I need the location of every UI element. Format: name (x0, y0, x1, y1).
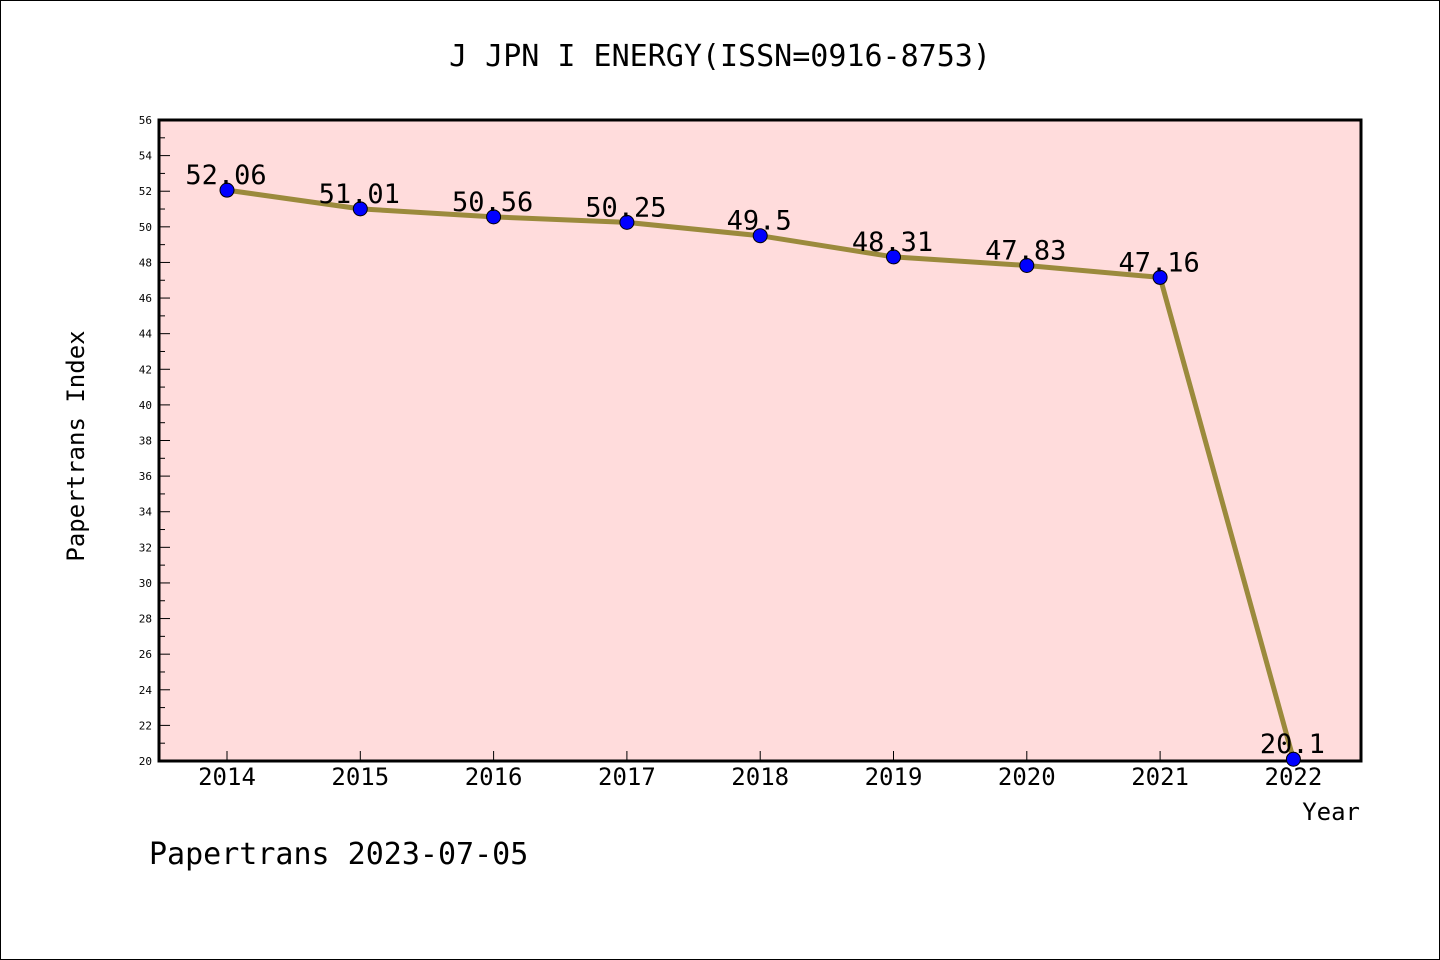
y-tick-label: 56 (139, 114, 152, 127)
x-tick-label: 2014 (198, 763, 256, 791)
data-label: 47.83 (985, 235, 1066, 266)
y-tick-label: 20 (139, 755, 152, 768)
y-tick-label: 54 (139, 150, 153, 163)
data-point (752, 228, 768, 244)
y-tick-label: 44 (139, 328, 153, 341)
y-axis: 20 22 24 26 28 30 32 34 36 38 40 42 44 46 48 50 52 54 56 (139, 114, 170, 768)
data-label: 50.56 (452, 187, 533, 218)
y-tick-label: 42 (139, 363, 152, 376)
plot-area (157, 118, 1363, 763)
data-label: 52.06 (185, 160, 266, 191)
y-tick-label: 52 (139, 185, 152, 198)
x-tick-label: 2017 (598, 763, 656, 791)
y-tick-label: 36 (139, 470, 152, 483)
data-label: 47.16 (1118, 247, 1199, 278)
y-tick-label: 46 (139, 292, 152, 305)
x-axis-title: Year (1302, 798, 1360, 826)
footer-text: Papertrans 2023-07-05 (149, 837, 528, 872)
data-point (886, 249, 901, 265)
y-tick-label: 22 (139, 719, 152, 732)
data-label: 48.31 (852, 227, 933, 258)
y-tick-label: 40 (139, 399, 152, 412)
y-axis-title: Papertrans Index (62, 330, 90, 561)
series-markers (219, 182, 1301, 767)
x-tick-label: 2016 (465, 763, 523, 791)
x-tick-label: 2020 (998, 763, 1056, 791)
data-point (486, 209, 502, 225)
data-labels: 52.06 51.01 50.56 50.25 49.5 48.31 47.83 47.16 2… (185, 160, 1325, 760)
data-label: 49.5 (727, 206, 792, 237)
data-point (1285, 751, 1301, 767)
x-tick-label: 2021 (1131, 763, 1189, 791)
data-label: 51.01 (319, 179, 400, 210)
x-tick-label: 2019 (865, 763, 923, 791)
y-tick-label: 24 (139, 684, 153, 697)
x-tick-label: 2015 (331, 763, 389, 791)
data-point (1152, 269, 1168, 285)
data-point (619, 214, 635, 230)
y-tick-label: 26 (139, 648, 152, 661)
data-point (219, 182, 235, 198)
y-tick-label: 32 (139, 541, 152, 554)
x-tick-label: 2018 (731, 763, 789, 791)
y-tick-label: 30 (139, 577, 152, 590)
y-tick-label: 28 (139, 613, 152, 626)
x-axis: 2014 2015 2016 2017 2018 2019 2020 2021 2022 (198, 751, 1322, 791)
y-tick-label: 48 (139, 256, 152, 269)
data-label: 20.1 (1260, 729, 1325, 760)
data-label: 50.25 (585, 192, 666, 223)
data-point (352, 201, 368, 217)
data-point (1019, 257, 1035, 273)
y-tick-label: 50 (139, 221, 152, 234)
x-tick-label: 2022 (1265, 763, 1323, 791)
chart-title: J JPN I ENERGY(ISSN=0916-8753) (449, 39, 991, 74)
y-tick-label: 38 (139, 435, 152, 448)
y-tick-label: 34 (139, 506, 153, 519)
